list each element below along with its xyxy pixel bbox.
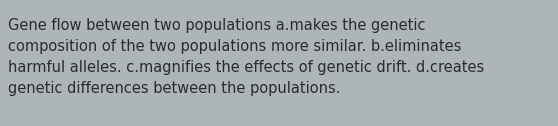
Text: Gene flow between two populations a.makes the genetic
composition of the two pop: Gene flow between two populations a.make… xyxy=(8,18,484,96)
